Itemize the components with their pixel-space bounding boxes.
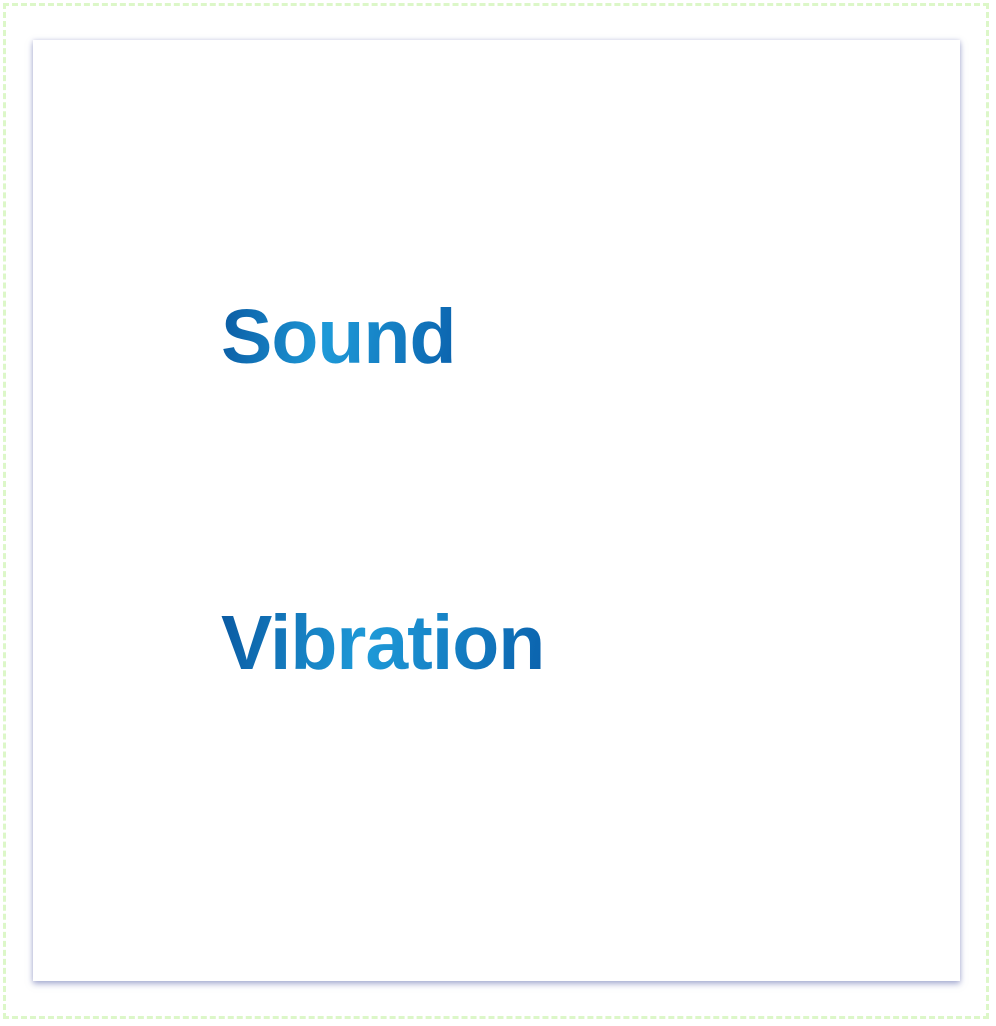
sound-option[interactable]: Sound xyxy=(221,294,456,380)
options-card: Sound Vibration xyxy=(33,40,960,981)
dashed-frame xyxy=(3,3,989,1019)
vibration-option[interactable]: Vibration xyxy=(221,600,545,686)
